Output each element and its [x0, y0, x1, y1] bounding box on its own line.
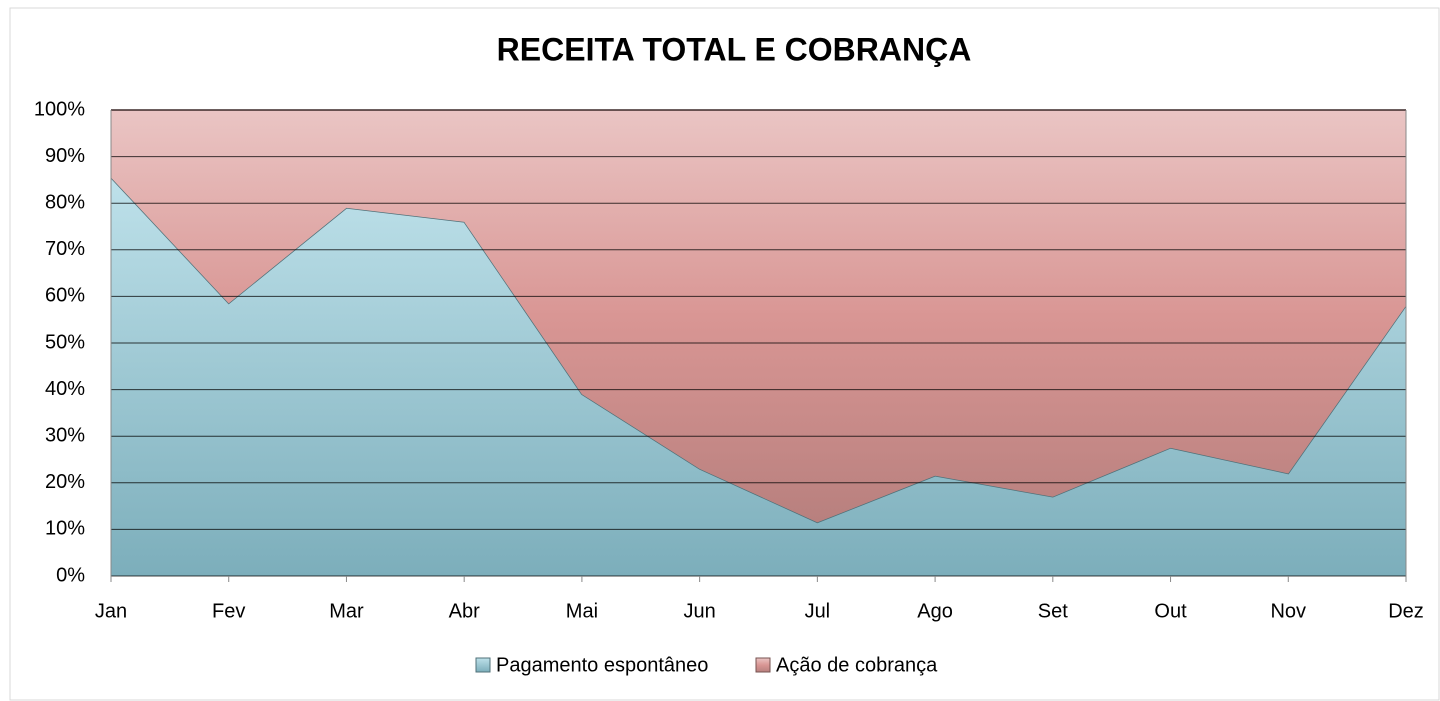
- area-fill: [111, 177, 1406, 576]
- y-tick-label: 20%: [45, 471, 85, 493]
- y-tick-label: 60%: [45, 285, 85, 307]
- y-tick-label: 50%: [45, 331, 85, 353]
- y-tick-label: 70%: [45, 238, 85, 260]
- y-tick-label: 30%: [45, 424, 85, 446]
- y-tick-label: 40%: [45, 378, 85, 400]
- y-tick-label: 80%: [45, 191, 85, 213]
- y-tick-label: 10%: [45, 518, 85, 540]
- y-tick-label: 100%: [34, 98, 85, 120]
- x-tick-label: Dez: [1388, 600, 1424, 622]
- x-tick-label: Jul: [805, 600, 831, 622]
- legend-swatch: [755, 657, 771, 673]
- x-tick-label: Abr: [449, 600, 480, 622]
- x-tick-label: Jun: [684, 600, 716, 622]
- legend-swatch: [475, 657, 491, 673]
- x-tick-label: Fev: [212, 600, 245, 622]
- x-tick-label: Out: [1154, 600, 1187, 622]
- chart-title: RECEITA TOTAL E COBRANÇA: [497, 31, 972, 67]
- y-tick-label: 0%: [56, 564, 85, 586]
- legend-label: Pagamento espontâneo: [496, 654, 708, 676]
- x-tick-label: Nov: [1270, 600, 1306, 622]
- x-tick-label: Ago: [917, 600, 953, 622]
- x-tick-label: Set: [1038, 600, 1068, 622]
- x-tick-label: Mai: [566, 600, 598, 622]
- x-tick-label: Mar: [329, 600, 364, 622]
- y-tick-label: 90%: [45, 145, 85, 167]
- x-tick-label: Jan: [95, 600, 127, 622]
- legend-label: Ação de cobrança: [776, 654, 938, 676]
- area-fill: [111, 110, 1406, 523]
